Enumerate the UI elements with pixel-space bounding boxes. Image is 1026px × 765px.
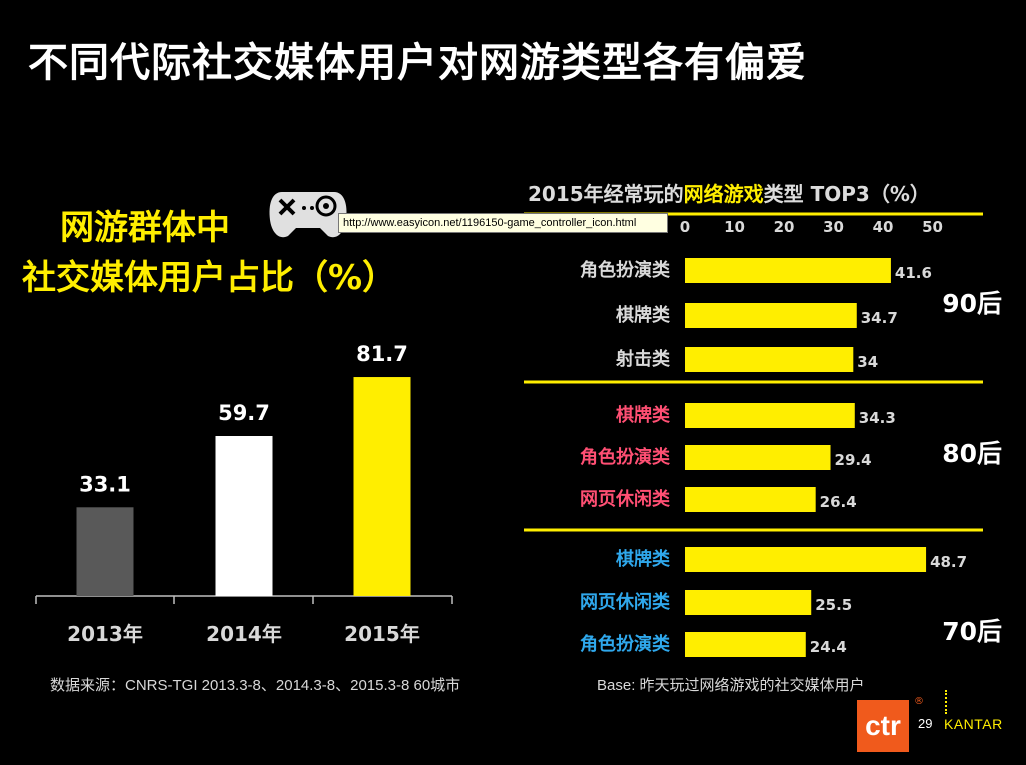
hbar-80后-角色扮演类: [685, 445, 831, 470]
left-bar-value-label: 81.7: [356, 342, 408, 366]
logo-divider: [945, 690, 949, 714]
x-tick-label: 10: [724, 218, 745, 236]
hbar-70后-棋牌类: [685, 547, 927, 572]
left-category-label: 2013年: [67, 622, 143, 646]
left-bar-value-label: 59.7: [218, 401, 270, 425]
icon-url-tooltip: http://www.easyicon.net/1196150-game_con…: [338, 213, 668, 233]
left-bar-value-label: 33.1: [79, 472, 131, 496]
hbar-value-label: 41.6: [895, 264, 932, 282]
hbar-value-label: 34.3: [859, 409, 896, 427]
hbar-value-label: 24.4: [810, 638, 847, 656]
kantar-logo: KANTAR: [944, 716, 1003, 732]
hbar-value-label: 29.4: [835, 451, 872, 469]
generation-label: 70后: [942, 617, 1002, 646]
ctr-logo: ctr: [857, 700, 909, 752]
left-bar-2014年: [215, 436, 273, 596]
hbar-90后-射击类: [685, 347, 854, 372]
hbar-category-label: 角色扮演类: [580, 446, 671, 468]
hbar-80后-网页休闲类: [685, 487, 816, 512]
right-chart-title-prefix: 2015年经常玩的: [528, 182, 684, 206]
hbar-category-label: 网页休闲类: [580, 488, 671, 510]
right-chart-title: 2015年经常玩的网络游戏类型 TOP3（%）: [528, 178, 930, 207]
generation-label: 80后: [942, 439, 1002, 468]
hbar-category-label: 角色扮演类: [580, 259, 671, 281]
page-number: 29: [918, 716, 933, 731]
x-tick-label: 40: [873, 218, 894, 236]
page-title: 不同代际社交媒体用户对网游类型各有偏爱: [28, 40, 807, 86]
game-controller-icon: [268, 186, 348, 246]
base-note: Base: 昨天玩过网络游戏的社交媒体用户: [597, 677, 865, 694]
hbar-category-label: 角色扮演类: [580, 633, 671, 655]
hbar-category-label: 网页休闲类: [580, 591, 671, 613]
x-tick-label: 30: [823, 218, 844, 236]
hbar-category-label: 棋牌类: [616, 304, 671, 326]
x-tick-label: 20: [774, 218, 795, 236]
left-bar-2013年: [76, 507, 134, 596]
right-chart-title-highlight: 网络游戏: [683, 182, 764, 206]
right-chart-title-suffix: 类型 TOP3（%）: [763, 182, 930, 206]
x-tick-label: 0: [680, 218, 690, 236]
hbar-70后-网页休闲类: [685, 590, 812, 615]
generation-label: 90后: [942, 289, 1002, 318]
hbar-value-label: 34: [857, 353, 878, 371]
hbar-value-label: 26.4: [820, 493, 857, 511]
left-chart-title-line-1: 网游群体中: [60, 208, 230, 248]
left-bar-2015年: [353, 377, 411, 596]
hbar-90后-棋牌类: [685, 303, 857, 328]
left-bar-chart: 33.1 2013年 59.7 2014年 81.7 2015年: [35, 342, 453, 646]
left-category-label: 2014年: [206, 622, 282, 646]
hbar-category-label: 射击类: [615, 348, 671, 370]
hbar-value-label: 25.5: [815, 596, 852, 614]
hbar-value-label: 34.7: [861, 309, 898, 327]
left-category-label: 2015年: [344, 622, 420, 646]
hbar-category-label: 棋牌类: [616, 404, 671, 426]
hbar-90后-角色扮演类: [685, 258, 891, 283]
x-tick-label: 50: [922, 218, 943, 236]
registered-mark: ®: [914, 696, 924, 707]
hbar-value-label: 48.7: [930, 553, 967, 571]
source-note: 数据来源：CNRS-TGI 2013.3-8、2014.3-8、2015.3-8…: [50, 677, 461, 694]
left-chart-title-line-2: 社交媒体用户占比（%）: [22, 258, 397, 298]
hbar-category-label: 棋牌类: [616, 548, 671, 570]
hbar-70后-角色扮演类: [685, 632, 806, 657]
hbar-80后-棋牌类: [685, 403, 855, 428]
